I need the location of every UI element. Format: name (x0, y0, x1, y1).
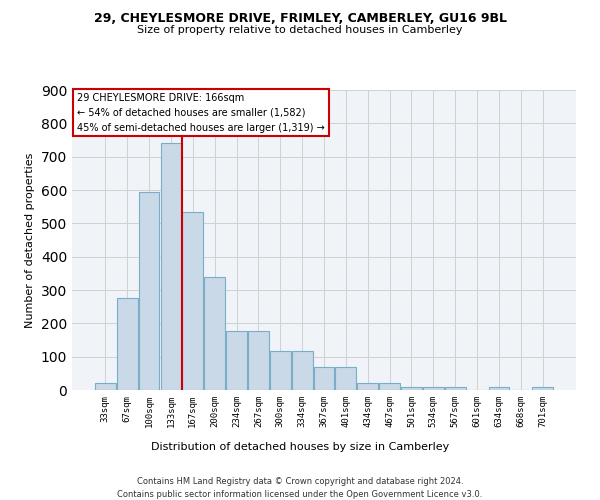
Bar (182, 212, 203, 390)
Bar (226, 330, 247, 390)
Bar (445, 386, 466, 390)
Bar (401, 386, 422, 390)
Bar (314, 368, 334, 390)
Bar (139, 192, 160, 390)
Bar (117, 298, 137, 390)
Text: Contains public sector information licensed under the Open Government Licence v3: Contains public sector information licen… (118, 490, 482, 499)
Bar (292, 350, 313, 390)
Bar (532, 388, 553, 390)
Bar (204, 276, 225, 390)
Bar (423, 386, 444, 390)
Bar (95, 382, 116, 390)
Text: Size of property relative to detached houses in Camberley: Size of property relative to detached ho… (137, 25, 463, 35)
Bar (379, 382, 400, 390)
Bar (488, 386, 509, 390)
Text: Contains HM Land Registry data © Crown copyright and database right 2024.: Contains HM Land Registry data © Crown c… (137, 478, 463, 486)
Text: 29 CHEYLESMORE DRIVE: 166sqm
← 54% of detached houses are smaller (1,582)
45% of: 29 CHEYLESMORE DRIVE: 166sqm ← 54% of de… (77, 93, 325, 132)
Bar (358, 382, 378, 390)
Text: Distribution of detached houses by size in Camberley: Distribution of detached houses by size … (151, 442, 449, 452)
Bar (161, 144, 181, 390)
Text: 29, CHEYLESMORE DRIVE, FRIMLEY, CAMBERLEY, GU16 9BL: 29, CHEYLESMORE DRIVE, FRIMLEY, CAMBERLE… (94, 12, 506, 26)
Bar (248, 330, 269, 390)
Bar (335, 368, 356, 390)
Y-axis label: Number of detached properties: Number of detached properties (25, 152, 35, 328)
Bar (270, 350, 290, 390)
